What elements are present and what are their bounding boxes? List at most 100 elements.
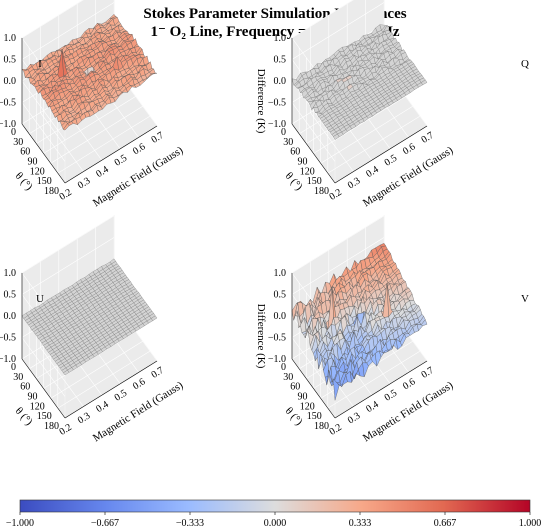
- z-tick-label: −1.0: [0, 354, 16, 365]
- panel-u: 0.20.30.40.50.60.70306090120150180−1.0−0…: [0, 215, 186, 444]
- panel-title: U: [36, 293, 44, 305]
- colorbar-tick-label: 0.333: [349, 518, 372, 529]
- x-tick-label: 0.5: [113, 388, 129, 404]
- y-tick-label: 180: [44, 186, 59, 197]
- x-tick-label: 0.7: [419, 365, 435, 381]
- x-tick-label: 0.4: [94, 399, 110, 415]
- surface-u: [21, 258, 158, 376]
- y-axis-line: [291, 123, 336, 184]
- x-tick-label: 0.3: [76, 176, 92, 192]
- surface-cell: [151, 72, 158, 75]
- z-tick-label: 1.0: [274, 33, 287, 44]
- y-tick-label: 90: [28, 392, 38, 403]
- y-tick-label: 90: [298, 157, 308, 168]
- z-tick-label: 0.0: [274, 311, 287, 322]
- y-tick-label: 30: [13, 372, 23, 383]
- colorbar-tick-label: −0.667: [91, 518, 119, 529]
- x-tick-label: 0.3: [346, 176, 362, 192]
- x-tick-label: 0.6: [401, 141, 417, 157]
- x-tick-label: 0.4: [94, 164, 110, 180]
- z-tick-label: 1.0: [4, 268, 17, 279]
- z-tick-label: 0.5: [4, 55, 17, 66]
- x-tick-label: 0.2: [327, 422, 343, 438]
- surface-v: [291, 243, 428, 401]
- y-tick-label: 90: [28, 157, 38, 168]
- z-tick-label: 0.5: [4, 290, 17, 301]
- z-axis-label: Difference (K): [255, 69, 267, 134]
- z-tick-label: 1.0: [274, 268, 287, 279]
- y-tick-label: 120: [300, 401, 315, 412]
- colorbar-gradient: [19, 499, 531, 513]
- y-tick-label: 0: [281, 127, 286, 138]
- y-tick-label: 30: [13, 137, 23, 148]
- z-tick-label: 0.0: [4, 311, 17, 322]
- y-tick-label: 60: [20, 382, 30, 393]
- panels-group: 0.20.30.40.50.60.70306090120150180−1.0−0…: [0, 0, 529, 444]
- x-tick-label: 0.7: [149, 130, 165, 146]
- panel-title: I: [38, 58, 42, 70]
- colorbar-tick-label: 0.667: [434, 518, 457, 529]
- y-tick-label: 30: [283, 372, 293, 383]
- y-tick-label: 60: [290, 147, 300, 158]
- y-tick-label: 180: [314, 421, 329, 432]
- x-tick-label: 0.5: [383, 388, 399, 404]
- y-tick-label: 150: [37, 176, 52, 187]
- y-tick-label: 180: [44, 421, 59, 432]
- x-axis-line: [334, 125, 428, 184]
- z-tick-label: −0.5: [0, 333, 16, 344]
- x-tick-label: 0.2: [327, 187, 343, 203]
- x-axis-line: [64, 360, 158, 419]
- y-tick-label: 30: [283, 137, 293, 148]
- y-tick-label: 150: [307, 176, 322, 187]
- colorbar-tick-label: −0.333: [176, 518, 204, 529]
- z-tick-label: 0.5: [274, 290, 287, 301]
- z-tick-label: 0.0: [4, 76, 17, 87]
- y-tick-label: 0: [281, 362, 286, 373]
- y-tick-label: 120: [300, 166, 315, 177]
- y-tick-label: 60: [290, 382, 300, 393]
- y-tick-label: 120: [30, 166, 45, 177]
- y-tick-label: 180: [314, 186, 329, 197]
- x-tick-label: 0.5: [113, 153, 129, 169]
- z-axis-label: Difference (K): [255, 304, 267, 369]
- y-axis-line: [21, 123, 66, 184]
- surface-q: [291, 24, 428, 140]
- x-tick-label: 0.7: [149, 365, 165, 381]
- y-tick-label: 120: [30, 401, 45, 412]
- y-tick-label: 150: [307, 411, 322, 422]
- x-tick-label: 0.5: [383, 153, 399, 169]
- x-tick-label: 0.4: [364, 164, 380, 180]
- panel-title: Q: [521, 58, 529, 70]
- colorbar-tick-label: −1.000: [6, 518, 34, 529]
- y-axis-line: [21, 358, 66, 419]
- colorbar-tick-label: 0.000: [264, 518, 287, 529]
- x-axis-line: [334, 360, 428, 419]
- y-tick-label: 150: [37, 411, 52, 422]
- y-tick-label: 0: [11, 362, 16, 373]
- z-tick-label: −1.0: [268, 119, 286, 130]
- z-tick-label: −1.0: [0, 119, 16, 130]
- x-tick-label: 0.2: [57, 187, 73, 203]
- x-tick-label: 0.7: [419, 130, 435, 146]
- z-tick-label: −0.5: [268, 333, 286, 344]
- x-tick-label: 0.6: [401, 376, 417, 392]
- x-tick-label: 0.3: [346, 411, 362, 427]
- z-tick-label: 0.5: [274, 55, 287, 66]
- panel-v: 0.20.30.40.50.60.70306090120150180−1.0−0…: [255, 215, 529, 444]
- z-tick-label: −1.0: [268, 354, 286, 365]
- y-axis-line: [291, 358, 336, 419]
- y-tick-label: 90: [298, 392, 308, 403]
- z-tick-label: −0.5: [268, 98, 286, 109]
- x-tick-label: 0.3: [76, 411, 92, 427]
- x-tick-label: 0.6: [131, 141, 147, 157]
- surface-i: [21, 14, 158, 131]
- y-tick-label: 0: [11, 127, 16, 138]
- colorbar-tick-label: 1.000: [519, 518, 542, 529]
- z-tick-label: −0.5: [0, 98, 16, 109]
- surface-cell: [420, 79, 428, 86]
- x-tick-label: 0.2: [57, 422, 73, 438]
- z-tick-label: 1.0: [4, 33, 17, 44]
- x-tick-label: 0.4: [364, 399, 380, 415]
- x-tick-label: 0.6: [131, 376, 147, 392]
- surface-cell: [420, 319, 428, 326]
